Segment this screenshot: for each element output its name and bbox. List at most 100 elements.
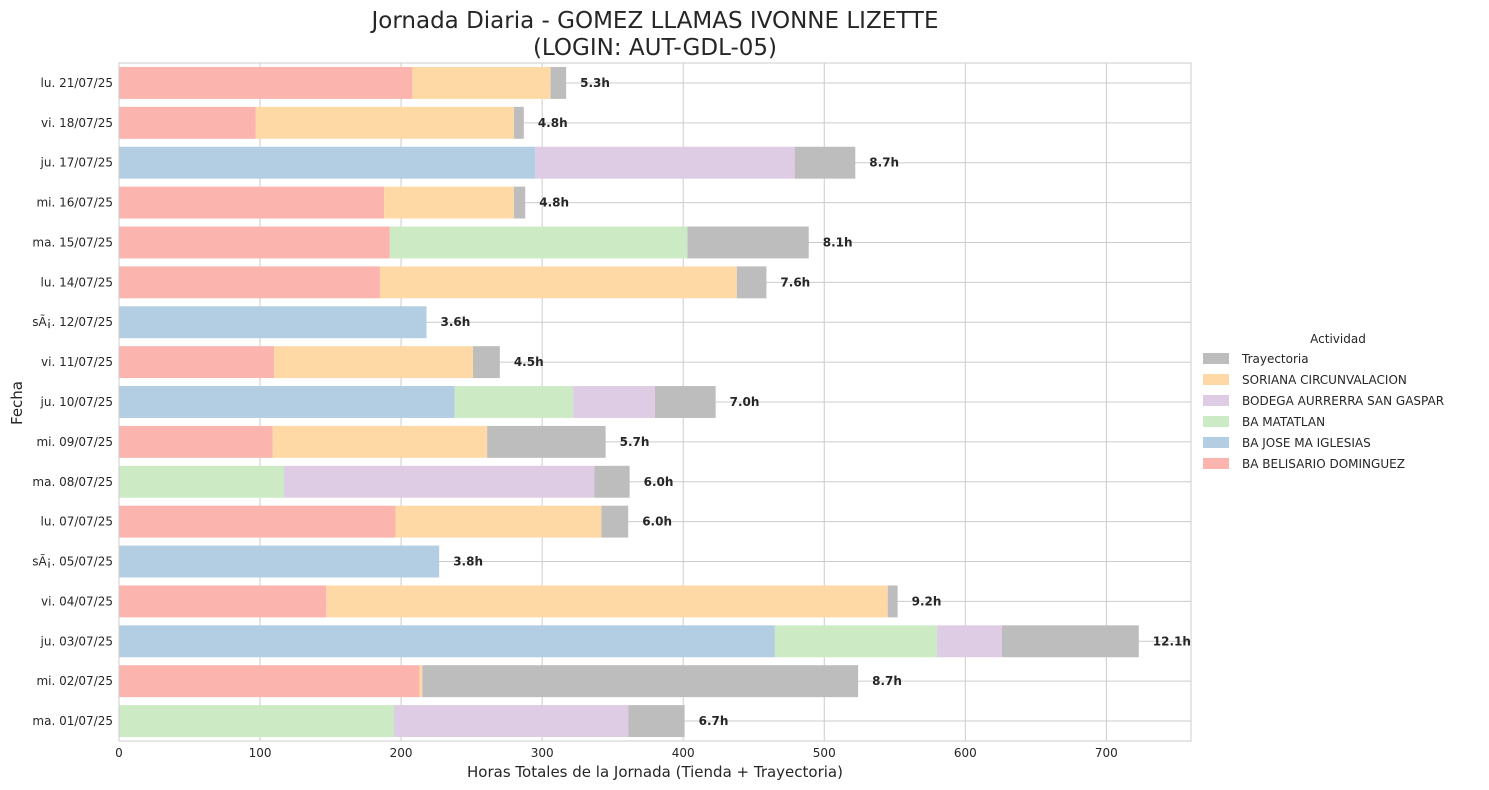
y-tick-labels: lu. 21/07/25 vi. 18/07/25 ju. 17/07/25 mi. … xyxy=(32,76,113,728)
y-tick-label: vi. 18/07/25 xyxy=(41,116,113,130)
bar-segment-bodega-aurrerra-san-gaspar xyxy=(937,625,1002,658)
x-tick-label: 400 xyxy=(672,746,695,760)
legend-label-ba-matatlan: BA MATATLAN xyxy=(1242,415,1325,429)
bar-segment-trayectoria xyxy=(794,146,856,179)
bar-segment-trayectoria xyxy=(513,106,524,139)
bar-segment-trayectoria xyxy=(1001,625,1139,658)
bar-segment-ba-belisario-dominguez xyxy=(119,106,256,139)
y-tick-label: ma. 01/07/25 xyxy=(32,714,113,728)
bar-segment-ba-matatlan xyxy=(454,386,574,418)
y-tick-label: sÃ¡. 05/07/25 xyxy=(32,554,113,569)
total-label: 7.0h xyxy=(730,395,760,409)
bar-segment-trayectoria xyxy=(736,266,767,299)
x-axis-label: Horas Totales de la Jornada (Tienda + Tr… xyxy=(467,763,843,781)
bar-segment-ba-jose-ma-iglesias xyxy=(119,146,536,179)
legend-label-ba-belisario-dominguez: BA BELISARIO DOMINGUEZ xyxy=(1242,457,1405,471)
y-tick-label: ju. 03/07/25 xyxy=(40,634,113,648)
legend-label-bodega-aurrerra-san-gaspar: BODEGA AURRERRA SAN GASPAR xyxy=(1242,394,1444,408)
legend-swatch-soriana-circunvalacion xyxy=(1203,374,1229,385)
bar-segment-ba-belisario-dominguez xyxy=(119,66,413,99)
bar-segment-soriana-circunvalacion xyxy=(326,585,888,618)
total-label: 8.1h xyxy=(823,235,853,249)
bar-segment-ba-jose-ma-iglesias xyxy=(119,306,427,339)
total-label: 9.2h xyxy=(912,594,942,608)
bar-segment-bodega-aurrerra-san-gaspar xyxy=(284,465,595,498)
bar-segment-soriana-circunvalacion xyxy=(419,665,423,698)
bar-segment-trayectoria xyxy=(594,465,630,498)
bar-segment-soriana-circunvalacion xyxy=(255,106,514,139)
x-tick-label: 700 xyxy=(1095,746,1118,760)
bar-segment-ba-jose-ma-iglesias xyxy=(119,386,455,418)
bar-segment-ba-belisario-dominguez xyxy=(119,266,380,299)
legend-swatch-ba-jose-ma-iglesias xyxy=(1203,437,1229,448)
legend-swatch-bodega-aurrerra-san-gaspar xyxy=(1203,395,1229,406)
bar-segment-trayectoria xyxy=(601,505,629,538)
bar-segment-ba-belisario-dominguez xyxy=(119,425,273,458)
bar-segment-ba-matatlan xyxy=(119,465,285,498)
bar-segment-trayectoria xyxy=(655,386,716,418)
bar-segment-soriana-circunvalacion xyxy=(412,66,551,99)
total-label: 6.7h xyxy=(699,714,729,728)
bar-segment-bodega-aurrerra-san-gaspar xyxy=(573,386,655,418)
y-tick-label: vi. 04/07/25 xyxy=(41,594,113,608)
bar-segment-bodega-aurrerra-san-gaspar xyxy=(394,705,629,738)
y-tick-label: mi. 16/07/25 xyxy=(36,196,113,210)
legend-label-soriana-circunvalacion: SORIANA CIRCUNVALACION xyxy=(1242,373,1407,387)
total-label: 6.0h xyxy=(644,475,674,489)
legend-label-trayectoria: Trayectoria xyxy=(1241,352,1309,366)
bar-segment-soriana-circunvalacion xyxy=(274,346,474,379)
y-tick-label: ma. 08/07/25 xyxy=(32,475,113,489)
total-label: 4.8h xyxy=(538,116,568,130)
legend: Actividad Trayectoria SORIANA CIRCUNVALAC… xyxy=(1203,332,1444,471)
total-label: 8.7h xyxy=(869,156,899,170)
x-tick-label: 0 xyxy=(115,746,123,760)
bar-segment-trayectoria xyxy=(487,425,606,458)
chart-title-line-1: Jornada Diaria - GOMEZ LLAMAS IVONNE LIZ… xyxy=(370,8,939,34)
total-label: 8.7h xyxy=(872,674,902,688)
total-labels: 5.3h 4.8h 8.7h 4.8h 8.1h 7.6h 3.6h 4.5h 7.0h 5.7h… xyxy=(440,76,1190,728)
x-tick-label: 200 xyxy=(390,746,413,760)
y-axis-label: Fecha xyxy=(8,381,26,425)
bar-segment-soriana-circunvalacion xyxy=(272,425,488,458)
legend-swatch-trayectoria xyxy=(1203,353,1229,364)
bar-segment-trayectoria xyxy=(887,585,898,618)
total-label: 7.6h xyxy=(780,275,810,289)
bar-segment-soriana-circunvalacion xyxy=(395,505,602,538)
bar-segment-ba-matatlan xyxy=(389,226,688,259)
x-tick-labels: 0 100 200 300 400 500 600 700 xyxy=(115,746,1118,760)
bar-segment-trayectoria xyxy=(628,705,685,738)
bar-segment-trayectoria xyxy=(473,346,500,379)
chart-title-line-2: (LOGIN: AUT-GDL-05) xyxy=(533,35,777,61)
bar-segment-ba-belisario-dominguez xyxy=(119,665,420,698)
bar-segment-trayectoria xyxy=(513,186,526,219)
legend-title: Actividad xyxy=(1310,332,1366,346)
bar-segment-ba-jose-ma-iglesias xyxy=(119,625,775,658)
y-tick-label: ju. 17/07/25 xyxy=(40,156,113,170)
y-tick-label: ma. 15/07/25 xyxy=(32,235,113,249)
bar-segment-soriana-circunvalacion xyxy=(384,186,514,219)
y-tick-label: ju. 10/07/25 xyxy=(40,395,113,409)
bar-segment-trayectoria xyxy=(550,66,567,99)
y-tick-label: mi. 02/07/25 xyxy=(36,674,113,688)
total-label: 5.3h xyxy=(580,76,610,90)
y-tick-label: mi. 09/07/25 xyxy=(36,435,113,449)
y-tick-label: lu. 07/07/25 xyxy=(41,515,113,529)
bars xyxy=(119,66,1139,738)
x-tick-label: 500 xyxy=(813,746,836,760)
total-label: 3.6h xyxy=(440,315,470,329)
bar-segment-ba-matatlan xyxy=(774,625,938,658)
total-label: 4.8h xyxy=(539,196,569,210)
x-tick-label: 100 xyxy=(249,746,272,760)
y-tick-label: lu. 14/07/25 xyxy=(41,275,113,289)
x-tick-label: 300 xyxy=(531,746,554,760)
x-tick-label: 600 xyxy=(954,746,977,760)
plot-frame xyxy=(118,62,1192,742)
bar-segment-ba-matatlan xyxy=(119,705,395,738)
bar-segment-ba-belisario-dominguez xyxy=(119,585,327,618)
y-tick-label: vi. 11/07/25 xyxy=(41,355,113,369)
bar-segment-ba-jose-ma-iglesias xyxy=(119,545,440,578)
bar-segment-ba-belisario-dominguez xyxy=(119,346,275,379)
legend-label-ba-jose-ma-iglesias: BA JOSE MA IGLESIAS xyxy=(1242,436,1371,450)
total-label: 3.8h xyxy=(453,555,483,569)
